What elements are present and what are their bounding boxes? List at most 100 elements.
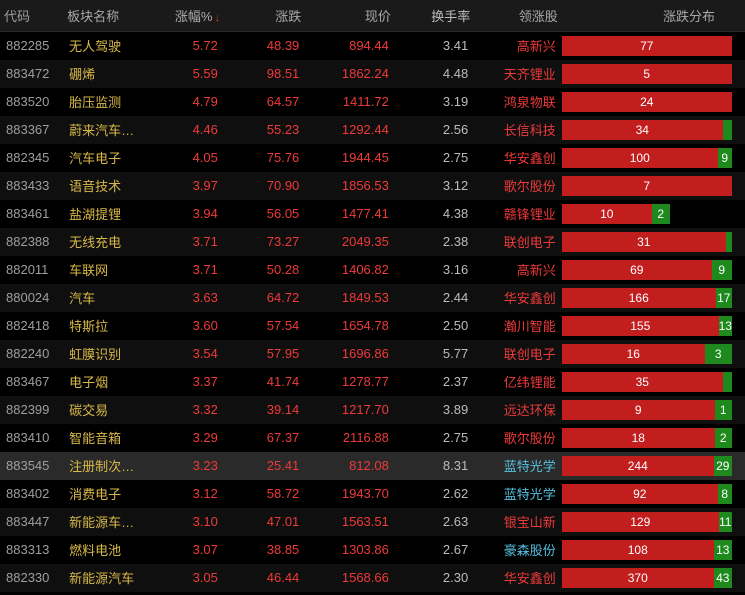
table-row[interactable]: 883447新能源车…3.1047.011563.512.63银宝山新12911 xyxy=(0,508,745,536)
cell-name: 无人驾驶 xyxy=(63,32,155,60)
table-row[interactable]: 882345汽车电子4.0575.761944.452.75华安鑫创1009 xyxy=(0,144,745,172)
cell-name: 无线充电 xyxy=(63,228,155,256)
dist-up-label: 24 xyxy=(640,95,653,109)
table-row[interactable]: 882418特斯拉3.6057.541654.782.50瀚川智能15513 xyxy=(0,312,745,340)
table-row[interactable]: 880024汽车3.6364.721849.532.44华安鑫创16617 xyxy=(0,284,745,312)
dist-down-label: 8 xyxy=(721,487,728,501)
table-row[interactable]: 883402消费电子3.1258.721943.702.62蓝特光学928 xyxy=(0,480,745,508)
dist-down-label: 1 xyxy=(720,403,727,417)
table-row[interactable]: 883367蔚来汽车…4.4655.231292.442.56长信科技34 xyxy=(0,116,745,144)
cell-dist: 10 2 xyxy=(562,200,745,228)
dist-bar: 163 xyxy=(562,344,741,364)
cell-name: 蔚来汽车… xyxy=(63,116,155,144)
cell-price: 1944.45 xyxy=(305,144,395,172)
dist-down-label: 17 xyxy=(717,291,730,305)
cell-pct: 5.72 xyxy=(155,32,224,60)
cell-turn: 3.12 xyxy=(395,172,474,200)
cell-code: 882418 xyxy=(0,312,63,340)
table-row[interactable]: 883520胎压监测4.7964.571411.723.19鸿泉物联24 xyxy=(0,88,745,116)
table-row[interactable]: 883410智能音箱3.2967.372116.882.75歌尔股份182 xyxy=(0,424,745,452)
cell-chg: 57.95 xyxy=(224,340,305,368)
table-row[interactable]: 882399碳交易3.3239.141217.703.89远达环保91 xyxy=(0,396,745,424)
cell-turn: 2.50 xyxy=(395,312,474,340)
table-row[interactable]: 882011车联网3.7150.281406.823.16高新兴699 xyxy=(0,256,745,284)
dist-down-bar: 2 xyxy=(715,428,732,448)
table-row[interactable]: 883461盐湖提锂3.9456.051477.414.38赣锋锂业102 xyxy=(0,200,745,228)
cell-chg: 55.23 xyxy=(224,116,305,144)
cell-dist: 91 xyxy=(562,396,745,424)
cell-turn: 2.67 xyxy=(395,536,474,564)
cell-dist: 24429 xyxy=(562,452,745,480)
col-header-leader[interactable]: 领涨股 xyxy=(474,0,562,32)
cell-turn: 2.63 xyxy=(395,508,474,536)
dist-up-bar: 5 xyxy=(562,64,732,84)
cell-chg: 64.57 xyxy=(224,88,305,116)
cell-chg: 47.01 xyxy=(224,508,305,536)
dist-down-bar: 2 xyxy=(652,204,670,224)
col-header-price[interactable]: 现价 xyxy=(305,0,395,32)
cell-dist: 928 xyxy=(562,480,745,508)
dist-up-bar: 24 xyxy=(562,92,732,112)
cell-price: 1477.41 xyxy=(305,200,395,228)
dist-down-bar: 11 xyxy=(719,512,732,532)
dist-down-bar: 29 xyxy=(714,456,732,476)
dist-up-bar: 100 xyxy=(562,148,718,168)
dist-up-bar: 244 xyxy=(562,456,714,476)
table-body: 882285无人驾驶5.7248.39894.443.41高新兴77883472… xyxy=(0,32,745,592)
table-row[interactable]: 882240虹膜识别3.5457.951696.865.77联创电子163 xyxy=(0,340,745,368)
cell-price: 1411.72 xyxy=(305,88,395,116)
table-row[interactable]: 883467电子烟3.3741.741278.772.37亿纬锂能35 xyxy=(0,368,745,396)
cell-code: 882240 xyxy=(0,340,63,368)
cell-leader: 华安鑫创 xyxy=(474,144,562,172)
col-header-code[interactable]: 代码 xyxy=(0,0,63,32)
cell-leader: 赣锋锂业 xyxy=(474,200,562,228)
dist-up-bar: 9 xyxy=(562,400,715,420)
cell-turn: 3.16 xyxy=(395,256,474,284)
col-header-chg[interactable]: 涨跌 xyxy=(224,0,305,32)
dist-up-bar: 10 xyxy=(562,204,652,224)
cell-pct: 3.97 xyxy=(155,172,224,200)
cell-leader: 歌尔股份 xyxy=(474,424,562,452)
cell-turn: 4.48 xyxy=(395,60,474,88)
cell-dist: 35 xyxy=(562,368,745,396)
table-row[interactable]: 883433语音技术3.9770.901856.533.12歌尔股份7 xyxy=(0,172,745,200)
table-row[interactable]: 882330新能源汽车3.0546.441568.662.30华安鑫创37043 xyxy=(0,564,745,592)
cell-pct: 3.63 xyxy=(155,284,224,312)
cell-name: 汽车 xyxy=(63,284,155,312)
cell-dist: 34 xyxy=(562,116,745,144)
dist-down-label: 2 xyxy=(657,207,664,221)
table-row[interactable]: 883313燃料电池3.0738.851303.862.67豪森股份10813 xyxy=(0,536,745,564)
dist-up-label: 370 xyxy=(628,571,648,585)
cell-price: 2116.88 xyxy=(305,424,395,452)
col-header-pct[interactable]: 涨幅%↓ xyxy=(155,0,224,32)
cell-chg: 98.51 xyxy=(224,60,305,88)
table-row[interactable]: 883545注册制次…3.2325.41812.088.31蓝特光学24429 xyxy=(0,452,745,480)
cell-pct: 3.37 xyxy=(155,368,224,396)
dist-down-bar: 9 xyxy=(718,148,732,168)
cell-leader: 华安鑫创 xyxy=(474,284,562,312)
cell-price: 1563.51 xyxy=(305,508,395,536)
cell-turn: 3.89 xyxy=(395,396,474,424)
cell-pct: 4.05 xyxy=(155,144,224,172)
table-row[interactable]: 882388无线充电3.7173.272049.352.38联创电子31 xyxy=(0,228,745,256)
col-header-turn[interactable]: 换手率 xyxy=(395,0,474,32)
dist-bar: 699 xyxy=(562,260,741,280)
table-row[interactable]: 883472硼烯5.5998.511862.244.48天齐锂业5 xyxy=(0,60,745,88)
cell-name: 智能音箱 xyxy=(63,424,155,452)
cell-chg: 67.37 xyxy=(224,424,305,452)
dist-down-bar: 3 xyxy=(705,344,732,364)
dist-bar: 7 xyxy=(562,176,741,196)
cell-code: 883545 xyxy=(0,452,63,480)
cell-chg: 46.44 xyxy=(224,564,305,592)
cell-name: 汽车电子 xyxy=(63,144,155,172)
cell-turn: 5.77 xyxy=(395,340,474,368)
col-header-dist[interactable]: 涨跌分布 xyxy=(562,0,745,32)
table-row[interactable]: 882285无人驾驶5.7248.39894.443.41高新兴77 xyxy=(0,32,745,60)
cell-name: 注册制次… xyxy=(63,452,155,480)
cell-turn: 3.41 xyxy=(395,32,474,60)
dist-up-bar: 69 xyxy=(562,260,712,280)
col-header-name[interactable]: 板块名称 xyxy=(63,0,155,32)
cell-pct: 4.46 xyxy=(155,116,224,144)
cell-price: 812.08 xyxy=(305,452,395,480)
cell-name: 虹膜识别 xyxy=(63,340,155,368)
